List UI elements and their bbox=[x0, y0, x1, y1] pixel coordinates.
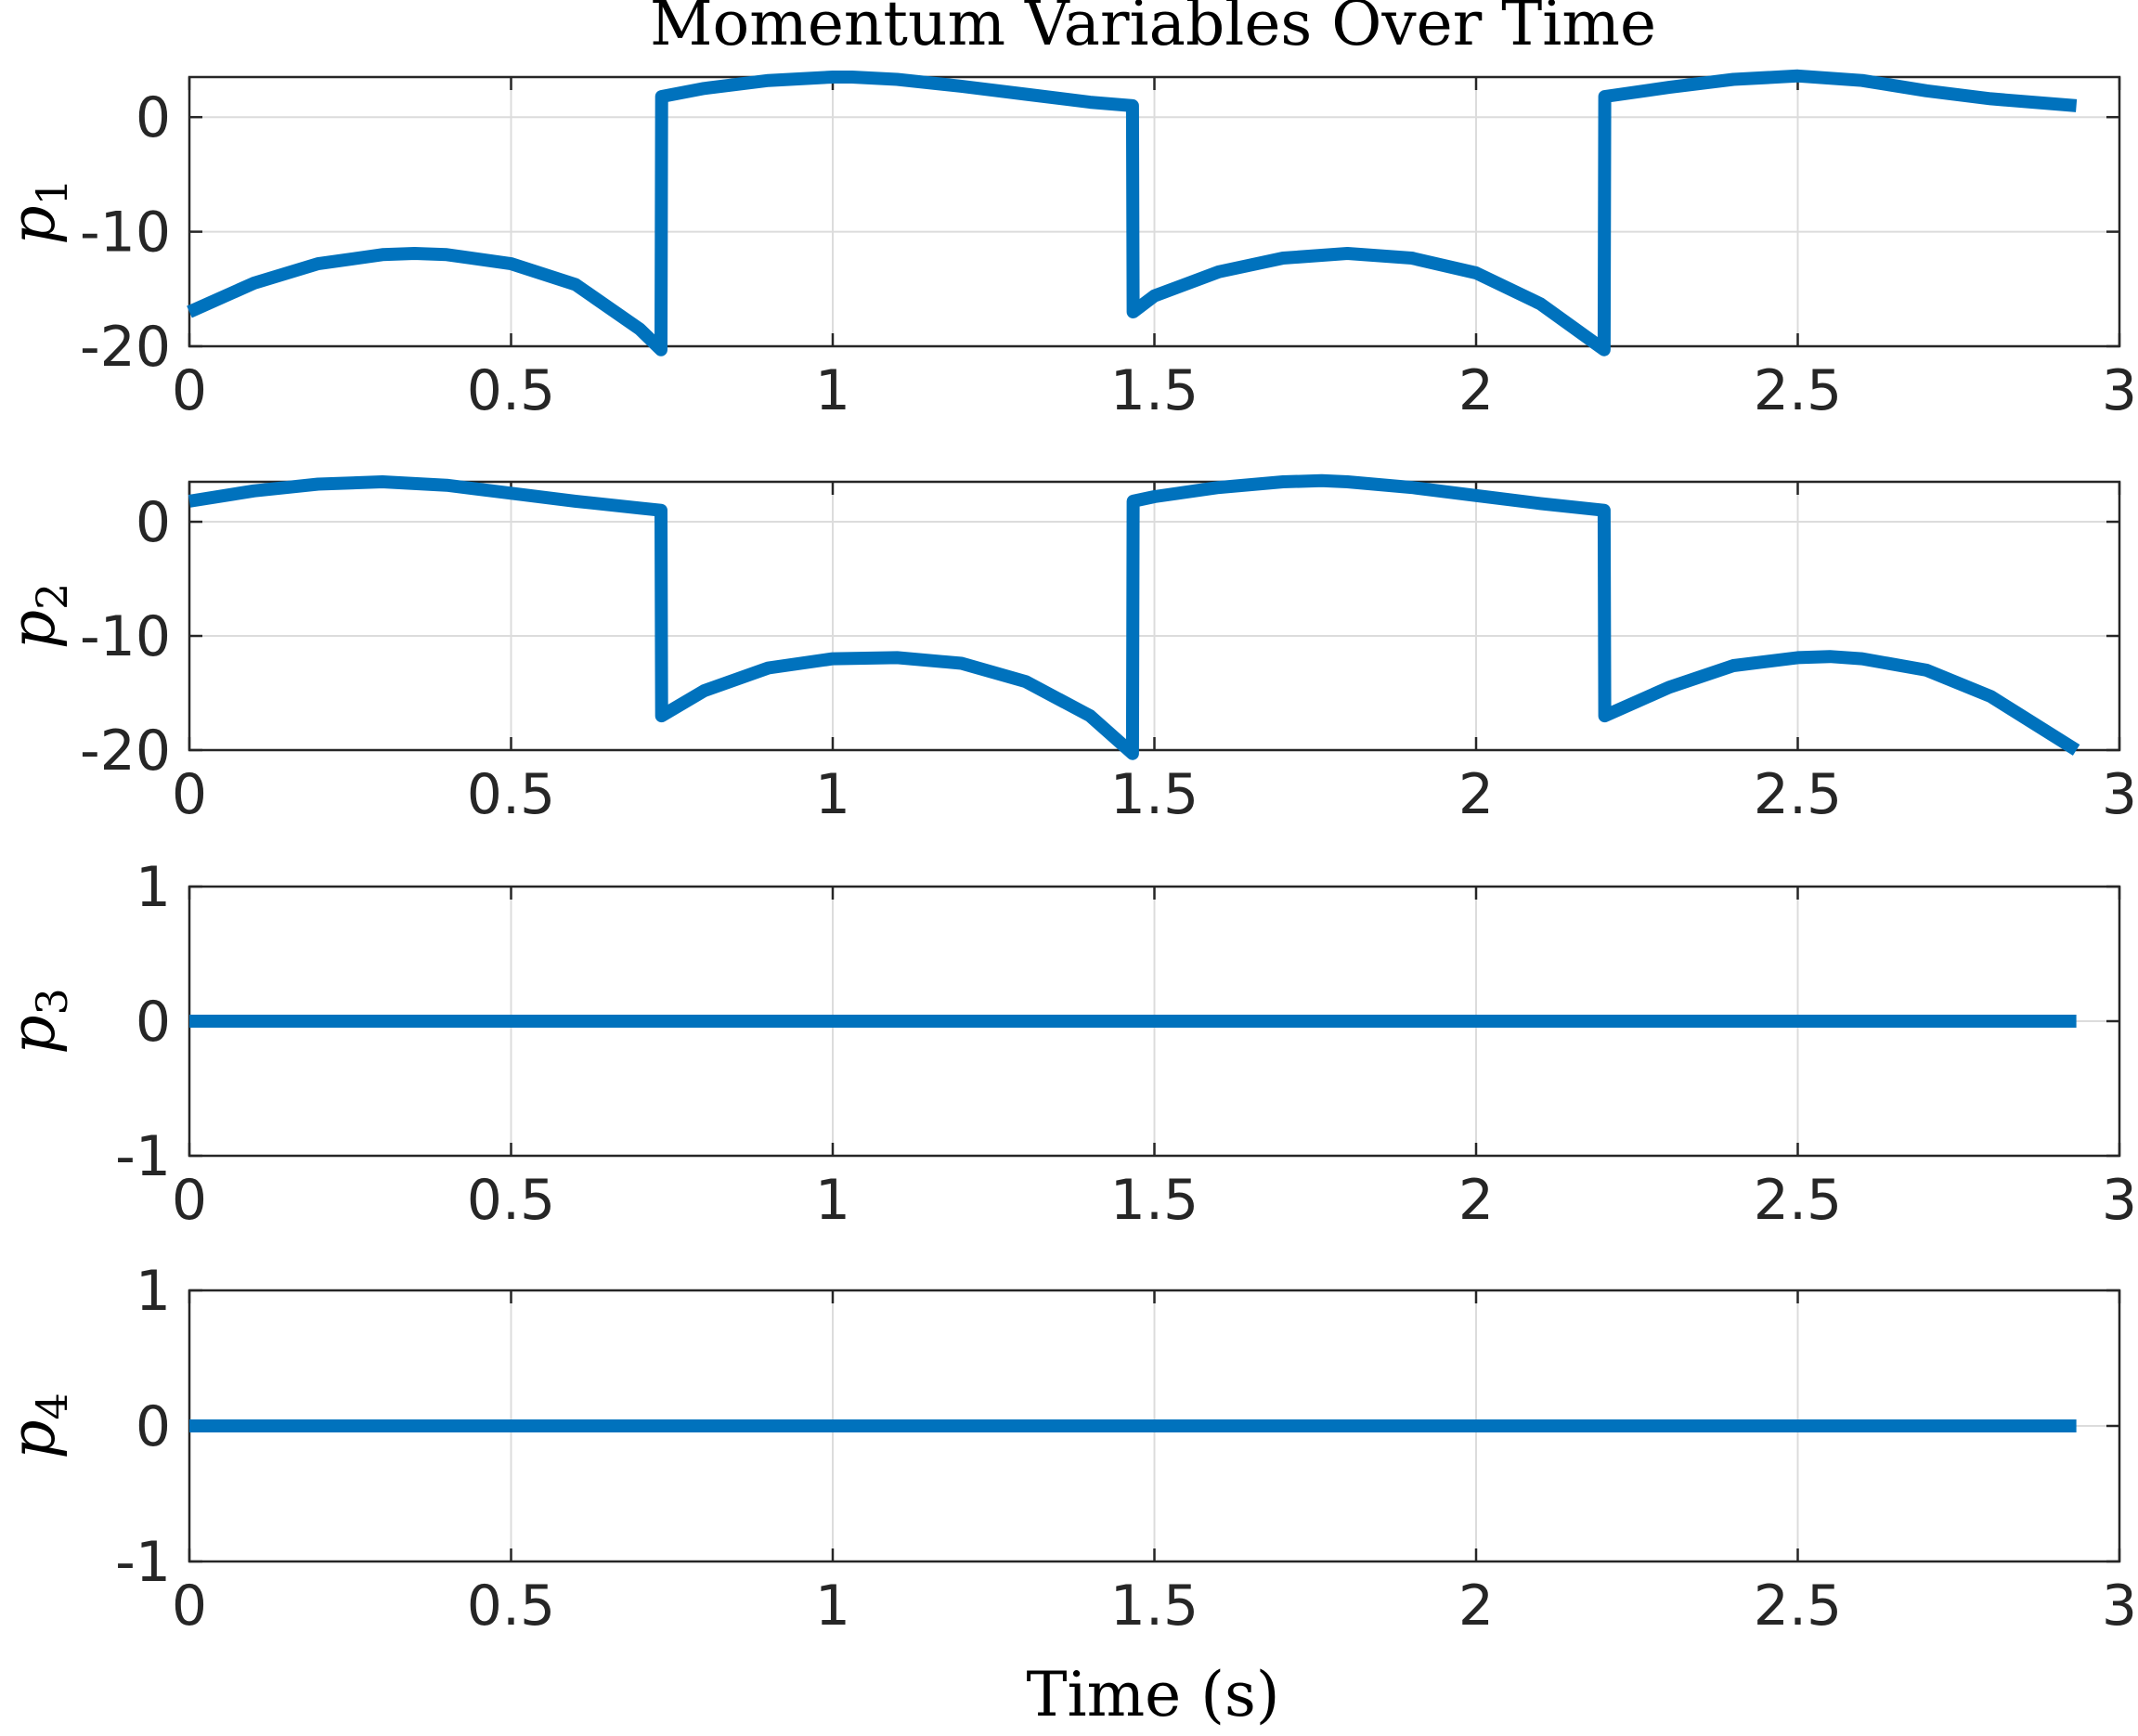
x-tick-label: 2.5 bbox=[1754, 358, 1842, 423]
x-tick-label: 3 bbox=[2102, 1168, 2137, 1233]
y-tick-label: 1 bbox=[136, 855, 171, 920]
y-tick-label: 0 bbox=[136, 990, 171, 1055]
figure-title: Momentum Variables Over Time bbox=[650, 0, 1656, 59]
x-tick-label: 2 bbox=[1458, 762, 1494, 827]
x-tick-label: 3 bbox=[2102, 762, 2137, 827]
series-line bbox=[188, 473, 2080, 760]
y-tick-label: -20 bbox=[80, 315, 171, 380]
x-tick-label: 0 bbox=[172, 358, 207, 423]
subplot-2: 0 0.5 1 1.5 2 2.5 3 -20 -10 0 p2 bbox=[0, 473, 2137, 827]
x-tick-label: 2 bbox=[1458, 1574, 1494, 1639]
y-axis-label: p3 bbox=[0, 988, 77, 1055]
y-axis-label: p2 bbox=[0, 583, 77, 650]
y-tick-label: 0 bbox=[136, 85, 171, 150]
y-tick-label: 0 bbox=[136, 1394, 171, 1459]
x-tick-label: 2.5 bbox=[1754, 1574, 1842, 1639]
x-tick-label: 2 bbox=[1458, 358, 1494, 423]
x-tick-label: 1.5 bbox=[1110, 1168, 1199, 1233]
x-tick-label: 1 bbox=[815, 358, 850, 423]
x-tick-label: 0.5 bbox=[467, 1574, 555, 1639]
x-tick-label: 3 bbox=[2102, 1574, 2137, 1639]
y-tick-label: -1 bbox=[115, 1530, 171, 1595]
x-tick-label: 0 bbox=[172, 1168, 207, 1233]
x-tick-label: 1 bbox=[815, 1168, 850, 1233]
y-axis-label: p4 bbox=[0, 1393, 77, 1459]
x-tick-label: 0 bbox=[172, 762, 207, 827]
subplot-1: 0 0.5 1 1.5 2 2.5 3 -20 -10 0 p1 bbox=[0, 69, 2137, 423]
x-tick-label: 1 bbox=[815, 762, 850, 827]
x-axis-label: Time (s) bbox=[1026, 1659, 1279, 1730]
x-tick-label: 2.5 bbox=[1754, 762, 1842, 827]
y-tick-label: 0 bbox=[136, 490, 171, 555]
x-tick-label: 1.5 bbox=[1110, 1574, 1199, 1639]
x-tick-label: 0 bbox=[172, 1574, 207, 1639]
x-tick-label: 0.5 bbox=[467, 762, 555, 827]
x-tick-label: 2 bbox=[1458, 1168, 1494, 1233]
x-tick-label: 1.5 bbox=[1110, 762, 1199, 827]
x-tick-label: 0.5 bbox=[467, 358, 555, 423]
y-tick-label: -1 bbox=[115, 1124, 171, 1189]
series-line bbox=[187, 69, 2078, 356]
y-tick-label: -10 bbox=[80, 201, 171, 266]
x-tick-label: 1.5 bbox=[1110, 358, 1199, 423]
y-tick-label: -20 bbox=[80, 719, 171, 784]
y-tick-label: -10 bbox=[80, 604, 171, 669]
y-axis-label: p1 bbox=[0, 178, 77, 245]
x-tick-label: 2.5 bbox=[1754, 1168, 1842, 1233]
x-tick-label: 3 bbox=[2102, 358, 2137, 423]
x-tick-label: 1 bbox=[815, 1574, 850, 1639]
y-tick-label: 1 bbox=[136, 1259, 171, 1324]
x-tick-label: 0.5 bbox=[467, 1168, 555, 1233]
